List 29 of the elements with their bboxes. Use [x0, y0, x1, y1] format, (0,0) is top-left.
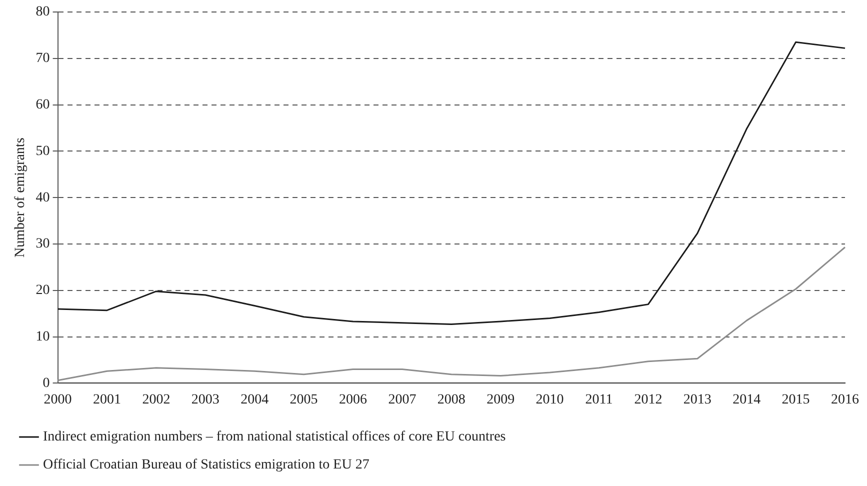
x-tick-label: 2004 [240, 392, 269, 408]
legend-label: Indirect emigration numbers – from national statistical offices of core EU countres [43, 430, 506, 445]
y-tick-label: 0 [42, 376, 50, 391]
y-tick-label: 20 [36, 283, 50, 298]
x-tick-label: 2010 [536, 392, 564, 408]
x-tick-label: 2008 [437, 392, 466, 408]
x-tick-label: 2015 [782, 392, 810, 408]
x-tick-label: 2007 [388, 392, 416, 408]
legend-label: Official Croatian Bureau of Statistics emigration to EU 27 [43, 458, 370, 473]
y-tick-label: 40 [36, 190, 50, 206]
y-tick-label: 10 [36, 329, 50, 344]
y-tick-label: 60 [36, 97, 50, 112]
x-tick-label: 2016 [831, 392, 859, 408]
y-tick-label: 30 [36, 236, 50, 252]
y-tick-label: 80 [36, 4, 50, 20]
x-tick-label: 2011 [585, 392, 613, 408]
x-tick-label: 2001 [93, 392, 121, 408]
x-tick-label: 2006 [339, 392, 367, 408]
y-tick-label: 70 [36, 51, 50, 66]
x-tick-label: 2014 [732, 392, 761, 408]
x-tick-label: 2005 [290, 392, 318, 408]
x-tick-label: 2003 [191, 392, 220, 408]
y-axis-title: Number of emigrants [13, 138, 28, 258]
x-tick-label: 2000 [44, 392, 72, 408]
x-tick-label: 2012 [634, 392, 662, 408]
x-tick-label: 2009 [486, 392, 515, 408]
y-tick-label: 50 [36, 144, 50, 159]
x-tick-label: 2002 [142, 392, 170, 408]
x-tick-label: 2013 [683, 392, 712, 408]
